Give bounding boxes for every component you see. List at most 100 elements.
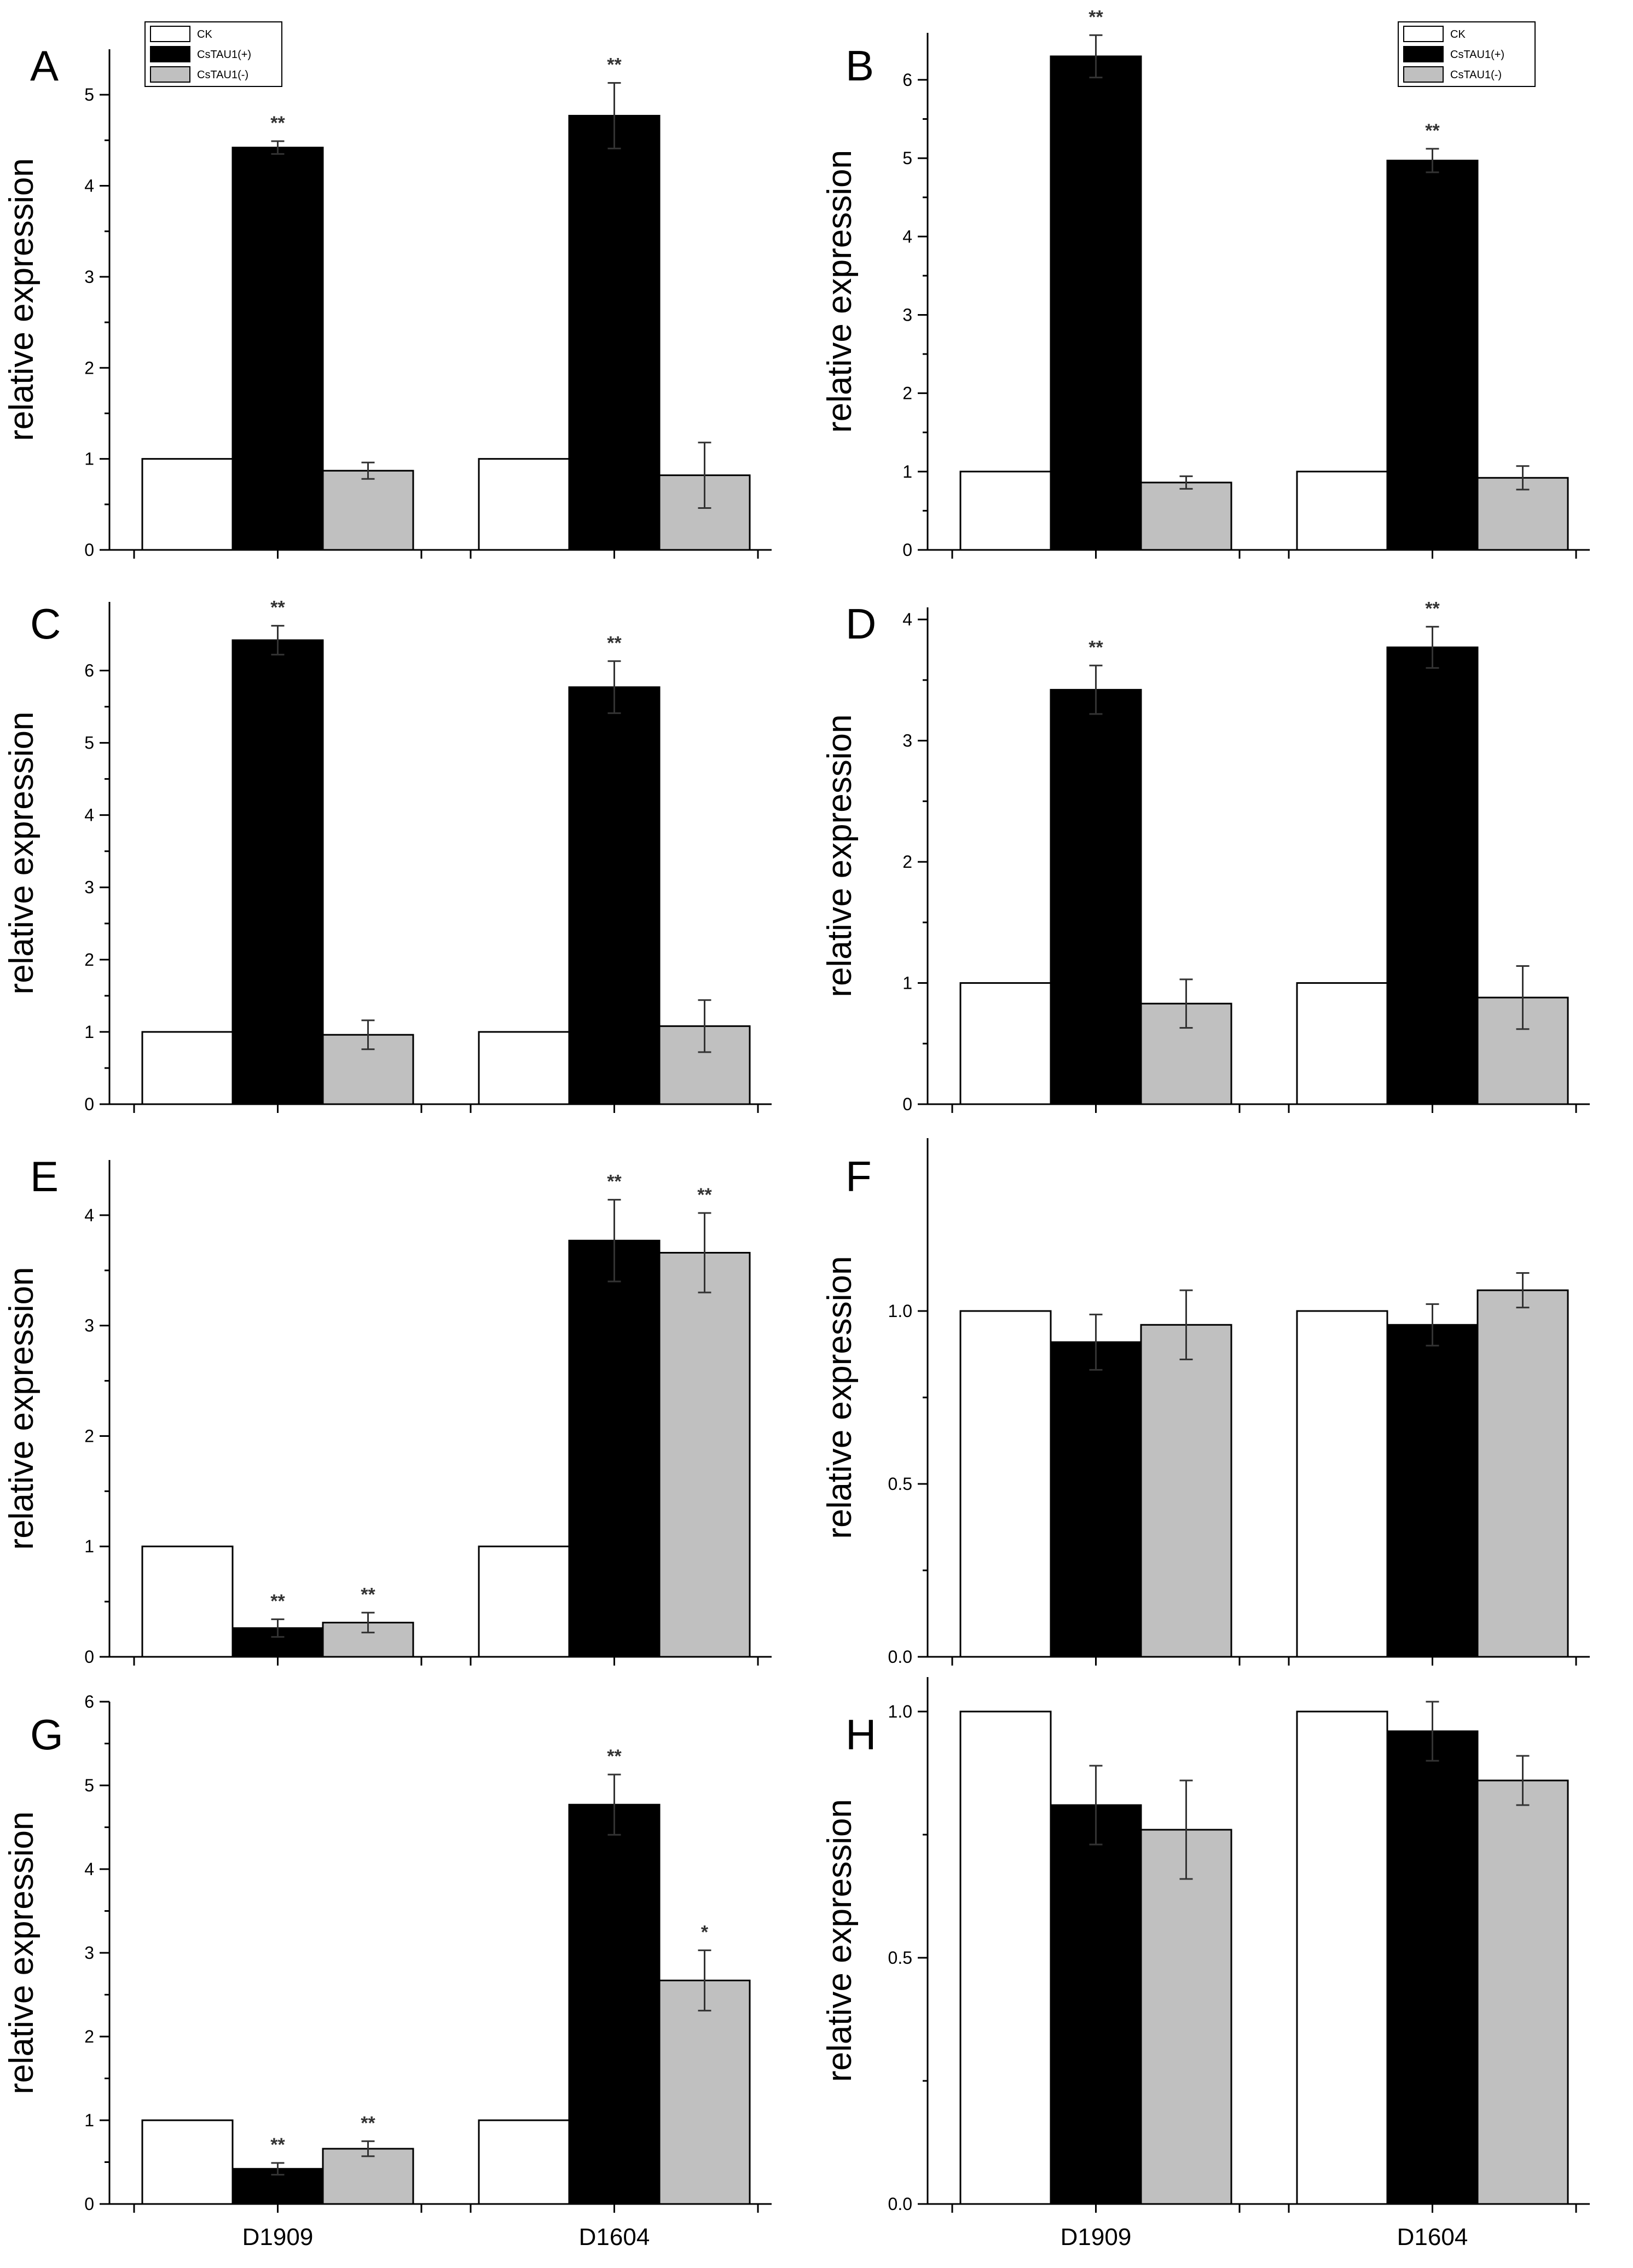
- panel-b-y-tick-label-5: 5: [902, 148, 912, 168]
- panel-a-y-tick-label-5: 5: [84, 85, 94, 105]
- panel-h-y-axis-label: relative expression: [821, 1799, 859, 2082]
- panel-g-sig-1-2: *: [701, 1922, 709, 1942]
- panel-g-category-label-d1604: D1604: [579, 2224, 650, 2250]
- panel-g-y-tick-label-3: 3: [84, 1943, 94, 1963]
- panel-e-y-tick-label-4: 4: [84, 1205, 94, 1225]
- panel-a-legend-swatch-2: [150, 66, 190, 83]
- panel-a-y-tick-label-2: 2: [84, 358, 94, 378]
- panel-g-y-tick-label-5: 5: [84, 1776, 94, 1795]
- panel-g-sig-0-1: **: [270, 2134, 285, 2155]
- panel-h-category-label-d1909: D1909: [1061, 2224, 1132, 2250]
- panel-a-bar-d1604-0: [478, 458, 570, 551]
- panel-c-y-tick-label-4: 4: [84, 805, 94, 825]
- panel-c-y-tick-label-5: 5: [84, 733, 94, 753]
- panel-c-y-axis-label: relative expression: [3, 712, 40, 995]
- panel-g-bar-d1909-2: [322, 2148, 414, 2205]
- panel-b-legend-swatch-0: [1403, 26, 1444, 42]
- panel-b-y-tick-label-1: 1: [902, 462, 912, 482]
- panel-b-label: B: [846, 42, 874, 90]
- panel-h-bar-d1604-1: [1386, 1730, 1479, 2205]
- panel-a-y-tick-label-3: 3: [84, 267, 94, 287]
- panel-b-y-tick-label-2: 2: [902, 384, 912, 403]
- panel-c-bar-d1909-0: [141, 1031, 234, 1105]
- panel-c-y-tick-label-2: 2: [84, 950, 94, 970]
- panel-e-sig-1-1: **: [607, 1171, 622, 1192]
- panel-h-bar-d1604-0: [1296, 1710, 1388, 2205]
- panel-f-y-axis-label: relative expression: [821, 1256, 859, 1539]
- panel-e-y-axis-label: relative expression: [3, 1267, 40, 1550]
- panel-b-sig-0-1: **: [1088, 7, 1103, 27]
- panel-b-legend-label-1: CsTAU1(+): [1450, 49, 1504, 61]
- panel-c-bar-d1909-1: [231, 639, 324, 1105]
- panel-d-y-axis-label: relative expression: [821, 715, 859, 997]
- panel-b-legend-swatch-2: [1403, 66, 1444, 83]
- panel-c-y-tick-label-1: 1: [84, 1022, 94, 1042]
- panel-d-y-tick-label-1: 1: [902, 973, 912, 993]
- panel-a-bar-d1909-0: [141, 458, 234, 551]
- panel-b-legend-label-2: CsTAU1(-): [1450, 69, 1502, 81]
- panel-c-y-tick-label-0: 0: [84, 1094, 94, 1114]
- panel-b-bar-d1909-0: [959, 471, 1052, 551]
- panel-b-bar-d1604-0: [1296, 471, 1388, 551]
- panel-e-bar-d1909-0: [141, 1545, 234, 1658]
- panel-g-y-tick-label-0: 0: [84, 2194, 94, 2214]
- panel-b-bar-d1604-1: [1386, 159, 1479, 551]
- panel-d-bar-d1604-1: [1386, 646, 1479, 1105]
- panel-e-label: E: [30, 1152, 59, 1200]
- panel-h-y-tick-label-0: 0.0: [888, 2194, 912, 2214]
- panel-a-bar-d1604-1: [568, 114, 661, 551]
- panel-h-category-label-d1604: D1604: [1397, 2224, 1468, 2250]
- panel-a-legend-label-1: CsTAU1(+): [197, 49, 251, 61]
- panel-d-bar-d1604-0: [1296, 982, 1388, 1105]
- panel-f-label: F: [846, 1152, 872, 1200]
- panel-c-bar-d1604-0: [478, 1031, 570, 1105]
- panel-b-bar-d1909-2: [1140, 482, 1232, 551]
- panel-c-y-tick-label-6: 6: [84, 660, 94, 680]
- panel-d-sig-0-1: **: [1088, 637, 1103, 658]
- panel-e-y-tick-label-0: 0: [84, 1647, 94, 1667]
- panel-b-legend-label-0: CK: [1450, 28, 1466, 40]
- panel-c-bar-d1604-1: [568, 686, 661, 1105]
- panel-e-y-tick-label-1: 1: [84, 1536, 94, 1556]
- panel-a-legend-label-2: CsTAU1(-): [197, 69, 248, 81]
- panel-c-y-tick-label-3: 3: [84, 878, 94, 897]
- panel-f-y-tick-label-0: 0.0: [888, 1647, 912, 1667]
- panel-h-bar-d1604-2: [1476, 1779, 1569, 2205]
- panel-g-category-label-d1909: D1909: [242, 2224, 314, 2250]
- panel-h-bar-d1909-2: [1140, 1829, 1232, 2205]
- panel-e-sig-0-1: **: [270, 1591, 285, 1611]
- panel-h-y-tick-label-1: 0.5: [888, 1948, 912, 1968]
- panel-d-bar-d1909-0: [959, 982, 1052, 1105]
- panel-g-sig-1-1: **: [607, 1746, 622, 1767]
- panel-e-sig-0-2: **: [361, 1584, 375, 1605]
- panel-a-y-axis-label: relative expression: [3, 158, 40, 441]
- panel-f-y-tick-label-2: 1.0: [888, 1301, 912, 1321]
- panel-a-legend-swatch-1: [150, 46, 190, 62]
- panel-a-y-tick-label-4: 4: [84, 176, 94, 196]
- panel-f-bar-d1604-0: [1296, 1310, 1388, 1658]
- panel-a-sig-1-1: **: [607, 55, 622, 76]
- panel-h-bar-d1909-0: [959, 1710, 1052, 2205]
- panel-f-bar-d1909-2: [1140, 1324, 1232, 1658]
- panel-b-y-axis-label: relative expression: [821, 150, 859, 433]
- panel-d-y-tick-label-2: 2: [902, 852, 912, 872]
- panel-e-y-tick-label-2: 2: [84, 1426, 94, 1446]
- panel-b-sig-1-1: **: [1425, 120, 1440, 141]
- panel-f-bar-d1909-1: [1050, 1341, 1142, 1658]
- panel-g-y-tick-label-2: 2: [84, 2027, 94, 2046]
- panel-g-bar-d1604-1: [568, 1803, 661, 2205]
- panel-e-y-tick-label-3: 3: [84, 1316, 94, 1336]
- panel-c-sig-1-1: **: [607, 633, 622, 653]
- panel-e-bar-d1604-2: [658, 1251, 751, 1658]
- panel-h-bar-d1909-1: [1050, 1804, 1142, 2205]
- panel-f-bar-d1604-2: [1476, 1289, 1569, 1658]
- panel-e-bar-d1604-0: [478, 1545, 570, 1658]
- panel-e-bar-d1604-1: [568, 1239, 661, 1658]
- panel-a-legend-label-0: CK: [197, 28, 212, 40]
- panel-b-bar-d1909-1: [1050, 55, 1142, 551]
